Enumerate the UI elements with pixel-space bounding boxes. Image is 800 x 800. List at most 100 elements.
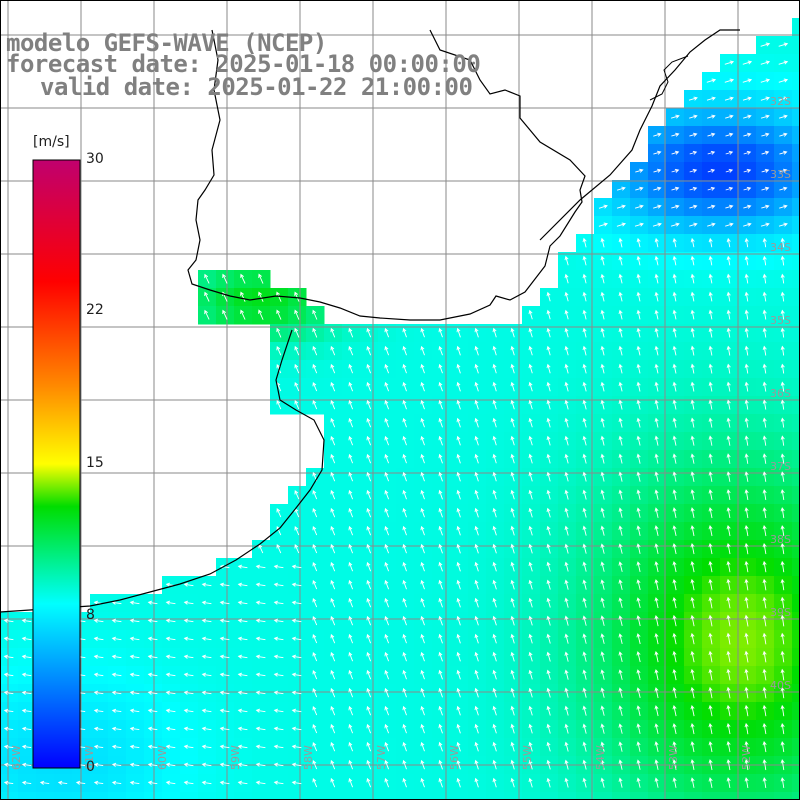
wind-arrow	[255, 726, 266, 731]
wind-arrow	[762, 399, 767, 410]
wind-arrow	[93, 780, 104, 785]
wind-cell	[522, 792, 541, 800]
wind-arrow	[312, 652, 318, 662]
wind-arrow	[273, 636, 284, 641]
wind-arrow	[744, 542, 749, 555]
wind-arrow	[546, 291, 551, 302]
wind-arrow	[201, 726, 212, 731]
wind-arrow	[708, 614, 713, 627]
wind-arrow	[582, 453, 587, 464]
wind-arrow	[111, 690, 122, 695]
wind-arrow	[384, 327, 390, 338]
wind-arrow	[438, 363, 443, 374]
wind-arrow	[291, 672, 302, 677]
wind-arrow	[330, 417, 336, 428]
wind-arrow	[330, 777, 336, 788]
wind-arrow	[402, 543, 407, 554]
wind-arrow	[780, 309, 785, 320]
wind-arrow	[348, 579, 354, 590]
wind-arrow	[366, 381, 372, 392]
wind-arrow	[672, 381, 677, 392]
wind-arrow	[600, 237, 605, 248]
wind-arrow	[420, 597, 425, 608]
wind-arrow	[600, 777, 605, 788]
wind-arrow	[707, 150, 716, 155]
wind-arrow	[654, 543, 659, 554]
wind-arrow	[420, 615, 425, 626]
wind-arrow	[690, 777, 695, 788]
wind-arrow	[546, 687, 551, 698]
wind-arrow	[402, 327, 407, 338]
wind-arrow	[636, 309, 641, 320]
wind-arrow	[726, 237, 731, 248]
wind-arrow	[636, 723, 641, 734]
wind-arrow	[348, 543, 354, 554]
wind-arrow	[726, 309, 731, 320]
wind-cell	[90, 792, 109, 800]
wind-arrow	[219, 636, 230, 641]
wind-arrow	[653, 204, 662, 209]
wind-arrow	[165, 708, 176, 713]
wind-arrow	[330, 507, 336, 518]
wind-arrow	[672, 291, 677, 302]
wind-arrow	[474, 723, 479, 734]
wind-arrow	[474, 597, 479, 608]
wind-cell	[792, 648, 800, 667]
wind-arrow	[384, 507, 390, 518]
wind-arrow	[689, 204, 698, 209]
wind-arrow	[420, 381, 425, 392]
wind-arrow	[546, 489, 551, 500]
wind-arrow	[690, 704, 695, 717]
wind-arrow	[456, 399, 461, 410]
wind-arrow	[598, 204, 608, 209]
wind-arrow	[456, 417, 461, 428]
wind-cell	[468, 792, 487, 800]
wind-cell	[702, 792, 721, 800]
wind-arrow	[255, 708, 266, 713]
wind-arrow	[147, 744, 158, 749]
wind-arrow	[762, 614, 767, 627]
wind-arrow	[3, 690, 14, 695]
wind-arrow	[93, 708, 104, 713]
wind-arrow	[183, 582, 194, 587]
wind-arrow	[510, 381, 515, 392]
wind-arrow	[21, 762, 32, 767]
wind-arrow	[474, 615, 479, 626]
wind-arrow	[366, 597, 372, 608]
wind-arrow	[474, 579, 479, 590]
wind-cell	[126, 792, 145, 800]
wind-cell	[792, 486, 800, 505]
wind-arrow	[780, 417, 785, 428]
wind-arrow	[618, 579, 623, 590]
wind-arrow	[726, 596, 731, 609]
wind-arrow	[726, 650, 731, 663]
wind-cell	[792, 342, 800, 361]
wind-arrow	[510, 561, 515, 572]
wind-arrow	[312, 778, 318, 788]
wind-arrow	[402, 615, 407, 626]
wind-arrow	[111, 708, 122, 713]
wind-arrow	[294, 327, 300, 338]
wind-arrow	[780, 435, 785, 446]
wind-arrow	[147, 726, 158, 731]
wind-arrow	[762, 417, 767, 428]
wind-arrow	[564, 489, 569, 500]
wind-arrow	[348, 435, 354, 446]
wind-arrow	[492, 669, 497, 680]
wind-arrow	[204, 291, 210, 302]
longitude-label: 52W	[740, 745, 753, 770]
wind-arrow	[384, 561, 390, 572]
wind-arrow	[330, 453, 336, 464]
wind-arrow	[402, 381, 407, 392]
wind-arrow	[654, 561, 659, 573]
wind-arrow	[778, 42, 789, 47]
wind-arrow	[528, 345, 533, 356]
wind-arrow	[690, 542, 695, 555]
wind-arrow	[744, 524, 749, 537]
wind-arrow	[456, 345, 461, 356]
wind-arrow	[761, 150, 770, 155]
wind-arrow	[219, 600, 230, 605]
wind-arrow	[474, 399, 479, 410]
wind-arrow	[93, 726, 104, 731]
wind-cell	[792, 738, 800, 757]
